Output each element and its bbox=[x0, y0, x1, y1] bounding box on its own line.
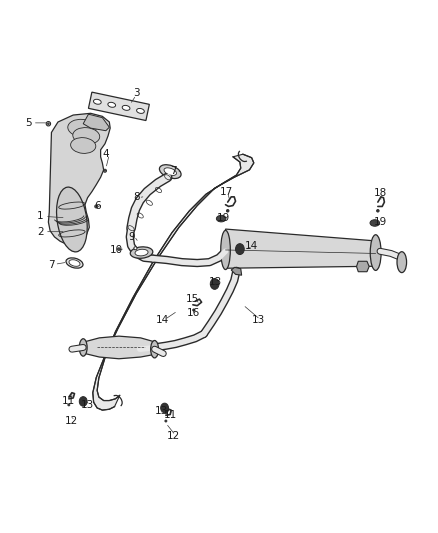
Ellipse shape bbox=[397, 252, 406, 272]
Ellipse shape bbox=[164, 168, 177, 175]
Text: 13: 13 bbox=[251, 314, 265, 325]
Ellipse shape bbox=[137, 108, 144, 114]
Text: 16: 16 bbox=[187, 308, 200, 318]
Ellipse shape bbox=[71, 138, 96, 154]
Polygon shape bbox=[88, 92, 149, 120]
Text: 12: 12 bbox=[167, 431, 180, 441]
Text: 13: 13 bbox=[209, 277, 222, 287]
Ellipse shape bbox=[73, 127, 100, 144]
Text: 6: 6 bbox=[94, 200, 100, 211]
Ellipse shape bbox=[122, 106, 130, 110]
Text: 10: 10 bbox=[110, 245, 123, 255]
Ellipse shape bbox=[370, 235, 381, 270]
Ellipse shape bbox=[159, 165, 181, 179]
Ellipse shape bbox=[108, 102, 116, 107]
Text: 14: 14 bbox=[156, 314, 169, 325]
Ellipse shape bbox=[134, 247, 137, 250]
Polygon shape bbox=[226, 229, 376, 268]
Ellipse shape bbox=[221, 230, 230, 270]
Ellipse shape bbox=[79, 339, 87, 356]
Text: 11: 11 bbox=[164, 410, 177, 421]
Ellipse shape bbox=[165, 420, 167, 422]
Ellipse shape bbox=[68, 404, 70, 406]
Text: 9: 9 bbox=[129, 232, 135, 242]
Text: 15: 15 bbox=[186, 294, 200, 304]
Ellipse shape bbox=[377, 209, 379, 212]
Text: 4: 4 bbox=[102, 149, 109, 159]
Text: 19: 19 bbox=[217, 213, 230, 223]
Text: 1: 1 bbox=[37, 212, 44, 221]
Text: 11: 11 bbox=[62, 395, 75, 406]
Text: 13: 13 bbox=[155, 406, 168, 416]
Text: 18: 18 bbox=[374, 188, 387, 198]
Polygon shape bbox=[48, 114, 110, 245]
Ellipse shape bbox=[161, 403, 169, 413]
Ellipse shape bbox=[46, 122, 50, 126]
Polygon shape bbox=[93, 154, 254, 410]
Ellipse shape bbox=[210, 278, 219, 289]
Text: 14: 14 bbox=[245, 240, 258, 251]
Ellipse shape bbox=[226, 209, 229, 212]
Text: 2: 2 bbox=[37, 227, 44, 237]
Ellipse shape bbox=[216, 215, 226, 222]
Polygon shape bbox=[357, 261, 369, 272]
Ellipse shape bbox=[104, 170, 106, 172]
Text: 17: 17 bbox=[220, 187, 233, 197]
Text: 3: 3 bbox=[133, 88, 140, 98]
Ellipse shape bbox=[93, 99, 101, 104]
Text: 7: 7 bbox=[48, 260, 55, 270]
Text: 5: 5 bbox=[25, 118, 32, 128]
Polygon shape bbox=[83, 336, 155, 359]
Text: 19: 19 bbox=[374, 217, 387, 227]
Ellipse shape bbox=[135, 249, 148, 256]
Ellipse shape bbox=[130, 247, 153, 259]
Ellipse shape bbox=[103, 169, 106, 172]
Text: 8: 8 bbox=[133, 192, 140, 202]
Ellipse shape bbox=[95, 206, 97, 207]
Ellipse shape bbox=[370, 220, 380, 226]
Ellipse shape bbox=[117, 248, 120, 251]
Ellipse shape bbox=[95, 205, 98, 208]
Ellipse shape bbox=[193, 309, 195, 311]
Ellipse shape bbox=[66, 258, 83, 268]
Text: 7: 7 bbox=[170, 166, 177, 176]
Polygon shape bbox=[83, 114, 110, 131]
Ellipse shape bbox=[236, 244, 244, 255]
Polygon shape bbox=[231, 268, 242, 275]
Ellipse shape bbox=[68, 119, 96, 137]
Ellipse shape bbox=[47, 123, 49, 125]
Text: 12: 12 bbox=[65, 416, 78, 426]
Ellipse shape bbox=[151, 341, 159, 358]
Ellipse shape bbox=[69, 260, 80, 266]
Text: 13: 13 bbox=[81, 400, 94, 410]
Ellipse shape bbox=[79, 397, 87, 406]
Ellipse shape bbox=[57, 187, 87, 252]
